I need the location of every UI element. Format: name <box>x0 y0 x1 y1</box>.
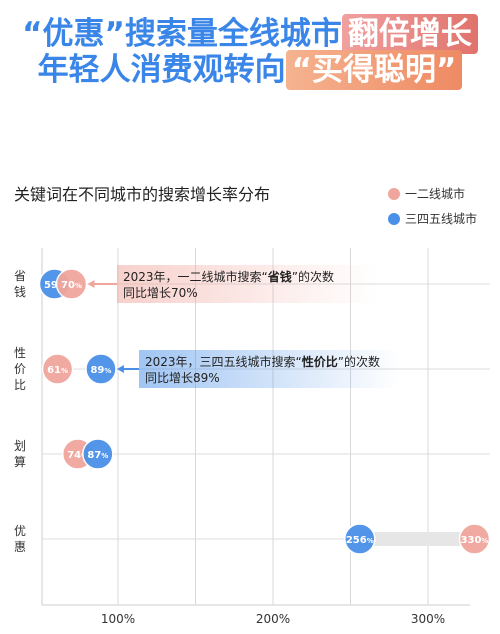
annotation-keyword: 性价比 <box>301 354 338 369</box>
data-label-unit: % <box>367 537 374 545</box>
tier3-data-label: 256% <box>346 535 374 546</box>
data-label-value: 74 <box>67 450 81 461</box>
data-label-unit: % <box>61 367 68 375</box>
headline-1a: “优惠”搜索量全线城市 <box>22 16 342 52</box>
data-label-value: 89 <box>90 365 104 376</box>
tier1-data-label: 70% <box>61 280 82 291</box>
category-label: 省钱 <box>13 269 26 299</box>
chart-title: 关键词在不同城市的搜索增长率分布 <box>14 185 271 204</box>
tier1-point <box>458 523 491 555</box>
range-bar <box>359 532 475 546</box>
tier3-data-label: 87% <box>87 450 108 461</box>
annotation-pre: 2023年，一二线城市搜索“ <box>123 269 268 284</box>
annotation-arrowhead <box>116 365 124 373</box>
data-label-unit: % <box>101 452 108 460</box>
legend-tier1-label: 一二线城市 <box>405 187 466 201</box>
headline-1b: 翻倍增长 <box>341 14 478 54</box>
x-tick-label: 300% <box>411 612 445 626</box>
legend-tier3-label: 三四五线城市 <box>405 212 478 226</box>
headline-line-1: “优惠”搜索量全线城市 翻倍增长 <box>0 14 500 54</box>
category-label: 性价比 <box>13 346 26 392</box>
data-label-value: 87 <box>87 450 101 461</box>
category-label: 优惠 <box>13 524 26 554</box>
legend-tier1-swatch <box>388 188 400 200</box>
tier1-data-label: 61% <box>47 365 68 376</box>
annotation-pre: 2023年，三四五线城市搜索“ <box>145 354 302 369</box>
annotation-post: ”的次数 <box>338 354 380 369</box>
x-tick-label: 200% <box>256 612 290 626</box>
data-label-unit: % <box>104 367 111 375</box>
tier3-point <box>344 523 376 555</box>
tier1-point <box>41 353 74 385</box>
tier1-point <box>55 268 88 300</box>
headline-2b: “买得聪明” <box>285 50 463 90</box>
tier1-data-label: 330% <box>461 535 489 546</box>
annotation-line-2: 同比增长89% <box>145 371 220 385</box>
category-label: 划算 <box>13 439 26 469</box>
x-tick-label: 100% <box>101 612 135 626</box>
data-label-value: 70 <box>61 280 75 291</box>
annotation-arrowhead <box>87 280 95 288</box>
legend-tier3-swatch <box>388 213 400 225</box>
annotation-post: ”的次数 <box>292 269 334 284</box>
data-label-value: 59 <box>44 280 58 291</box>
data-label-value: 256 <box>346 535 367 546</box>
annotation-box <box>117 265 377 303</box>
annotation-line-2: 同比增长70% <box>123 286 198 300</box>
data-label-value: 330 <box>461 535 482 546</box>
annotation-box <box>139 350 399 388</box>
data-label-value: 61 <box>47 365 61 376</box>
headline-2a: 年轻人消费观转向 <box>37 52 286 88</box>
legend-tier3: 三四五线城市 <box>388 210 477 227</box>
legend-tier1: 一二线城市 <box>388 185 465 202</box>
annotation-line-1: 2023年，一二线城市搜索“省钱”的次数 <box>123 269 334 284</box>
annotation-line-1: 2023年，三四五线城市搜索“性价比”的次数 <box>145 354 380 369</box>
tier3-data-label: 89% <box>90 365 111 376</box>
annotation-keyword: 省钱 <box>267 269 292 284</box>
tier3-point <box>82 438 114 470</box>
tier3-point <box>85 353 117 385</box>
data-label-unit: % <box>481 537 488 545</box>
headline-line-2: 年轻人消费观转向 “买得聪明” <box>0 50 500 90</box>
data-label-unit: % <box>75 282 82 290</box>
